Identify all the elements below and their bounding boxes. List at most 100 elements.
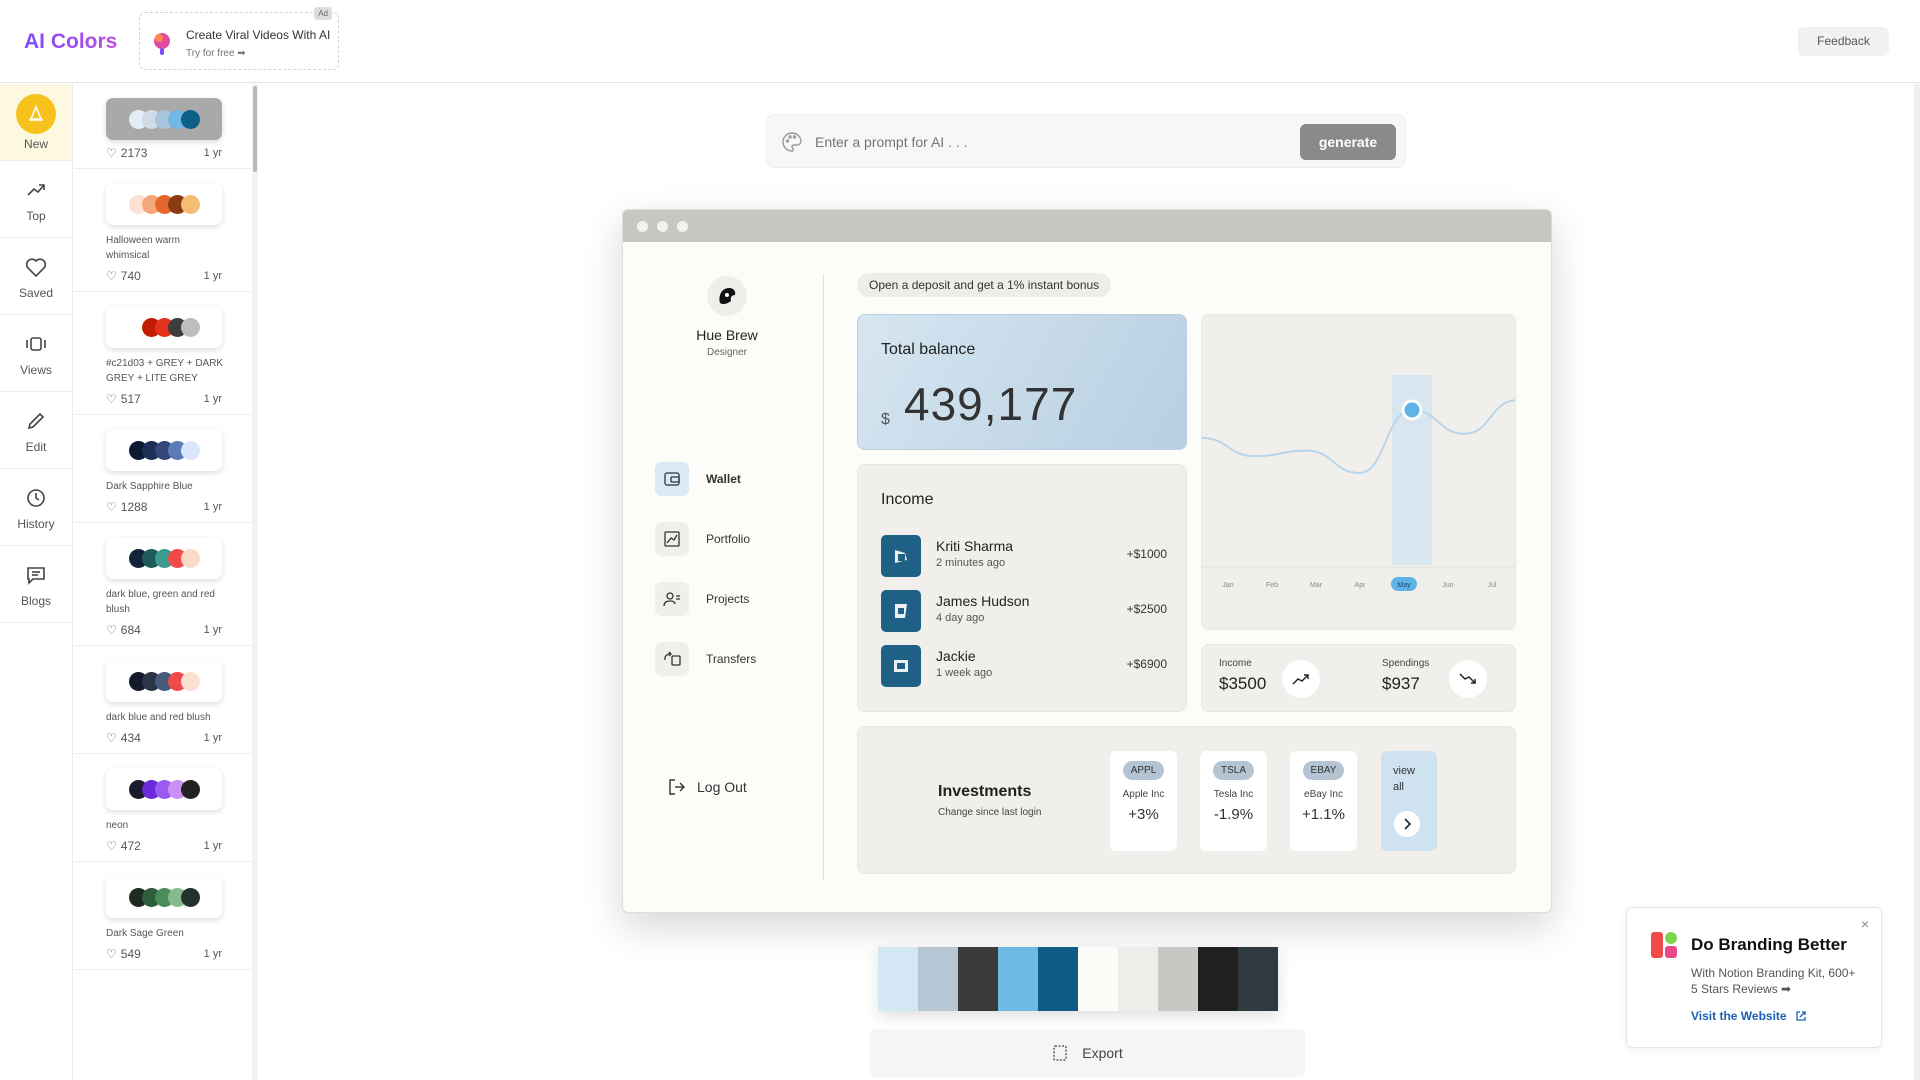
transaction-name: Kriti Sharma xyxy=(936,538,1014,554)
window-dot xyxy=(677,221,688,232)
transaction-row[interactable]: Kriti Sharma 2 minutes ago +$1000 xyxy=(881,535,1167,577)
palette-item[interactable]: #c21d03 + GREY + DARK GREY + LITE GREY ♡… xyxy=(74,292,257,415)
palette-item[interactable]: dark blue, green and red blush ♡ 684 1 yr xyxy=(74,523,257,646)
palette-item[interactable]: neon ♡ 472 1 yr xyxy=(74,754,257,862)
like-count[interactable]: ♡ 434 xyxy=(106,731,141,745)
nav-blogs[interactable]: Blogs xyxy=(0,546,72,623)
palette-item[interactable]: dark blue and red blush ♡ 434 1 yr xyxy=(74,646,257,754)
x-tick-label: Jul xyxy=(1488,582,1497,589)
transaction-row[interactable]: Jackie 1 week ago +$6900 xyxy=(881,645,1167,687)
chart-icon xyxy=(655,522,689,556)
promo-banner[interactable]: Open a deposit and get a 1% instant bonu… xyxy=(857,273,1112,297)
like-count[interactable]: ♡ 517 xyxy=(106,392,141,406)
palette-age: 1 yr xyxy=(203,393,222,405)
like-count[interactable]: ♡ 1288 xyxy=(106,500,148,514)
nav-top[interactable]: Top xyxy=(0,161,72,238)
color-swatch[interactable] xyxy=(1158,947,1198,1011)
menu-projects[interactable]: Projects xyxy=(655,582,749,616)
logout-icon xyxy=(669,779,685,795)
transaction-row[interactable]: James Hudson 4 day ago +$2500 xyxy=(881,590,1167,632)
profile: Hue Brew Designer xyxy=(678,276,776,358)
palette-age: 1 yr xyxy=(203,948,222,960)
color-swatch[interactable] xyxy=(998,947,1038,1011)
stock-card[interactable]: APPL Apple Inc +3% xyxy=(1110,751,1177,851)
heart-icon: ♡ xyxy=(106,623,117,637)
stock-name: Tesla Inc xyxy=(1213,789,1254,800)
palette-swatch[interactable] xyxy=(106,537,222,579)
nav-new[interactable]: New xyxy=(0,84,72,161)
palette-scrollbar[interactable] xyxy=(252,84,258,1080)
palette-scroll-thumb[interactable] xyxy=(253,86,257,172)
prompt-bar: generate xyxy=(766,114,1406,168)
logout-button[interactable]: Log Out xyxy=(667,777,747,797)
color-dot xyxy=(180,887,200,907)
stock-card[interactable]: EBAY eBay Inc +1.1% xyxy=(1290,751,1357,851)
color-swatch[interactable] xyxy=(918,947,958,1011)
export-button[interactable]: Export xyxy=(870,1029,1305,1077)
menu-wallet[interactable]: Wallet xyxy=(655,462,741,496)
stock-card[interactable]: TSLA Tesla Inc -1.9% xyxy=(1200,751,1267,851)
color-swatch[interactable] xyxy=(1198,947,1238,1011)
trending-up-icon[interactable] xyxy=(1282,660,1320,698)
like-count[interactable]: ♡ 472 xyxy=(106,839,141,853)
like-count[interactable]: ♡ 2173 xyxy=(106,146,148,160)
menu-portfolio[interactable]: Portfolio xyxy=(655,522,750,556)
color-dot xyxy=(180,779,200,799)
nav-label: New xyxy=(23,136,48,151)
palette-item[interactable]: ♡ 2173 1 yr xyxy=(74,84,257,169)
profile-role: Designer xyxy=(706,347,748,358)
like-count[interactable]: ♡ 740 xyxy=(106,269,141,283)
branding-ad[interactable]: Do Branding Better With Notion Branding … xyxy=(1626,907,1882,1048)
color-swatch[interactable] xyxy=(1118,947,1158,1011)
feedback-button[interactable]: Feedback xyxy=(1798,27,1889,56)
transaction-time: 1 week ago xyxy=(936,667,993,679)
palette-name: dark blue, green and red blush xyxy=(106,589,215,615)
palette-swatch[interactable] xyxy=(106,768,222,810)
color-swatch[interactable] xyxy=(1238,947,1278,1011)
avatar[interactable] xyxy=(707,276,747,316)
color-swatch[interactable] xyxy=(1038,947,1078,1011)
main-scrollbar[interactable] xyxy=(1914,84,1920,1080)
stock-ticker: TSLA xyxy=(1212,761,1254,780)
heart-icon: ♡ xyxy=(106,500,117,514)
nav-saved[interactable]: Saved xyxy=(0,238,72,315)
like-count[interactable]: ♡ 684 xyxy=(106,623,141,637)
top-ad[interactable]: Create Viral Videos With AI Try for free… xyxy=(139,7,339,70)
nav-edit[interactable]: Edit xyxy=(0,392,72,469)
transaction-name: James Hudson xyxy=(936,593,1030,609)
like-count[interactable]: ♡ 549 xyxy=(106,947,141,961)
palette-swatch[interactable] xyxy=(106,306,222,348)
palette-swatch[interactable] xyxy=(106,429,222,471)
palette-swatch[interactable] xyxy=(106,660,222,702)
palette-item[interactable]: Dark Sapphire Blue ♡ 1288 1 yr xyxy=(74,415,257,523)
nav-label: Saved xyxy=(18,285,54,300)
nav-views[interactable]: Views xyxy=(0,315,72,392)
window-dot xyxy=(637,221,648,232)
prompt-input[interactable] xyxy=(815,128,1275,156)
visit-website-link[interactable]: Visit the Website xyxy=(1691,1009,1807,1023)
palette-swatch[interactable] xyxy=(106,876,222,918)
palette-swatch[interactable] xyxy=(106,98,222,140)
chevron-right-icon[interactable] xyxy=(1394,811,1420,837)
nav-history[interactable]: History xyxy=(0,469,72,546)
app-logo[interactable]: AI Colors xyxy=(24,30,118,53)
menu-transfers[interactable]: Transfers xyxy=(655,642,756,676)
view-all-card[interactable]: view all xyxy=(1381,751,1437,851)
series-line xyxy=(1202,399,1515,475)
palette-item[interactable]: Dark Sage Green ♡ 549 1 yr xyxy=(74,862,257,970)
heart-icon: ♡ xyxy=(106,839,117,853)
palette-item[interactable]: Halloween warm whimsical ♡ 740 1 yr xyxy=(74,169,257,292)
color-swatch[interactable] xyxy=(958,947,998,1011)
generate-button[interactable]: generate xyxy=(1300,124,1396,160)
color-swatch[interactable] xyxy=(1078,947,1118,1011)
trending-down-icon[interactable] xyxy=(1449,660,1487,698)
highlight-point[interactable] xyxy=(1401,399,1423,421)
color-swatch[interactable] xyxy=(878,947,918,1011)
palette-swatch[interactable] xyxy=(106,183,222,225)
nav-label: Top xyxy=(26,208,46,223)
close-icon[interactable]: × xyxy=(1860,916,1869,932)
trending-up-icon xyxy=(22,176,50,204)
palette-age: 1 yr xyxy=(203,732,222,744)
palette-name: dark blue and red blush xyxy=(106,712,211,723)
investments-title: Investments xyxy=(938,783,1032,800)
